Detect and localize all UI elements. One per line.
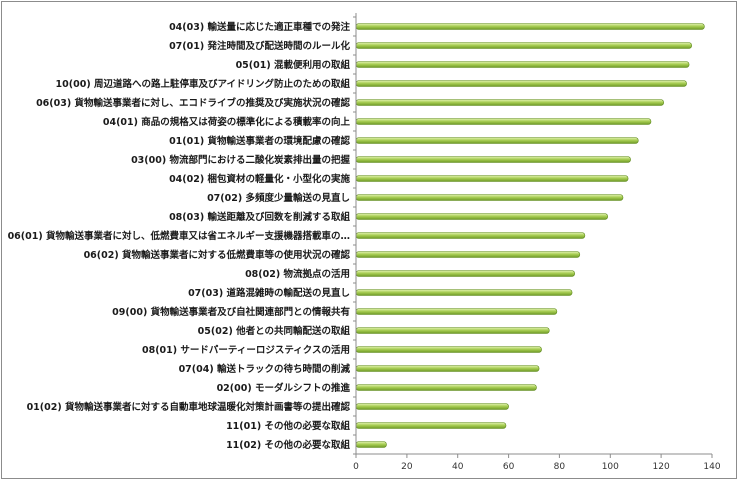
category-label-18: 07(04) 輸送トラックの待ち時間の削減 (179, 363, 351, 375)
bar-18 (355, 365, 540, 372)
category-label-22: 11(02) その他の必要な取組 (226, 439, 350, 451)
bar-16 (355, 327, 550, 334)
bar-7 (355, 156, 631, 163)
category-label-2: 05(01) 混載便利用の取組 (236, 59, 351, 71)
bar-0 (355, 23, 705, 30)
bar-3 (355, 80, 687, 87)
x-tick-label-3: 60 (503, 462, 515, 472)
x-tick-label-5: 100 (602, 462, 619, 472)
category-label-20: 01(02) 貨物輸送事業者に対する自動車地球温暖化対策計画書等の提出確認 (27, 401, 351, 413)
bar-12 (355, 251, 581, 258)
bar-1 (355, 42, 693, 49)
bar-13 (355, 270, 575, 277)
bar-9 (355, 194, 624, 201)
x-tick-label-1: 20 (401, 462, 413, 472)
x-tick-label-2: 40 (452, 462, 464, 472)
bar-17 (355, 346, 542, 353)
category-label-3: 10(00) 周辺道路への路上駐停車及びアイドリング防止のための取組 (56, 78, 351, 90)
bar-20 (355, 403, 509, 410)
category-label-6: 01(01) 貨物輸送事業者の環境配慮の確認 (169, 135, 350, 147)
bar-11 (355, 232, 586, 239)
x-tick-label-6: 120 (653, 462, 670, 472)
bar-21 (355, 422, 507, 429)
bar-22 (355, 441, 387, 448)
x-tick-label-4: 80 (554, 462, 566, 472)
bar-5 (355, 118, 652, 125)
bar-8 (355, 175, 629, 182)
category-label-10: 08(03) 輸送距離及び回数を削減する取組 (169, 211, 350, 223)
category-label-9: 07(02) 多頻度少量輸送の見直し (207, 192, 350, 204)
bar-4 (355, 99, 665, 106)
category-label-21: 11(01) その他の必要な取組 (226, 420, 350, 432)
category-label-0: 04(03) 輸送量に応じた適正車種での発注 (169, 21, 350, 33)
x-tick-label-7: 140 (703, 462, 720, 472)
category-label-14: 07(03) 道路混雑時の輸配送の見直し (188, 287, 350, 299)
category-label-7: 03(00) 物流部門における二酸化炭素排出量の把握 (131, 154, 350, 166)
category-label-11: 06(01) 貨物輸送事業者に対し、低燃費車又は省エネルギー支援機器搭載車の… (8, 230, 350, 242)
category-label-5: 04(01) 商品の規格又は荷姿の標準化による積載率の向上 (103, 116, 351, 128)
category-label-13: 08(02) 物流拠点の活用 (245, 268, 350, 280)
category-label-19: 02(00) モーダルシフトの推進 (217, 382, 351, 394)
bar-2 (355, 61, 690, 68)
category-label-16: 05(02) 他者との共同輸配送の取組 (198, 325, 351, 337)
category-label-4: 06(03) 貨物輸送事業者に対し、エコドライブの推奨及び実施状況の確認 (36, 97, 350, 109)
category-label-12: 06(02) 貨物輸送事業者に対する低燃費車等の使用状況の確認 (84, 249, 351, 261)
bar-14 (355, 289, 573, 296)
bar-19 (355, 384, 537, 391)
bar-15 (355, 308, 558, 315)
category-label-1: 07(01) 発注時間及び配送時間のルール化 (169, 40, 350, 52)
category-label-17: 08(01) サードパーティーロジスティクスの活用 (142, 344, 350, 356)
bar-6 (355, 137, 639, 144)
category-label-15: 09(00) 貨物輸送事業者及び自社関連部門との情報共有 (112, 306, 350, 318)
category-label-8: 04(02) 梱包資材の軽量化・小型化の実施 (169, 173, 350, 185)
bar-10 (355, 213, 608, 220)
x-tick-label-0: 0 (353, 462, 359, 472)
